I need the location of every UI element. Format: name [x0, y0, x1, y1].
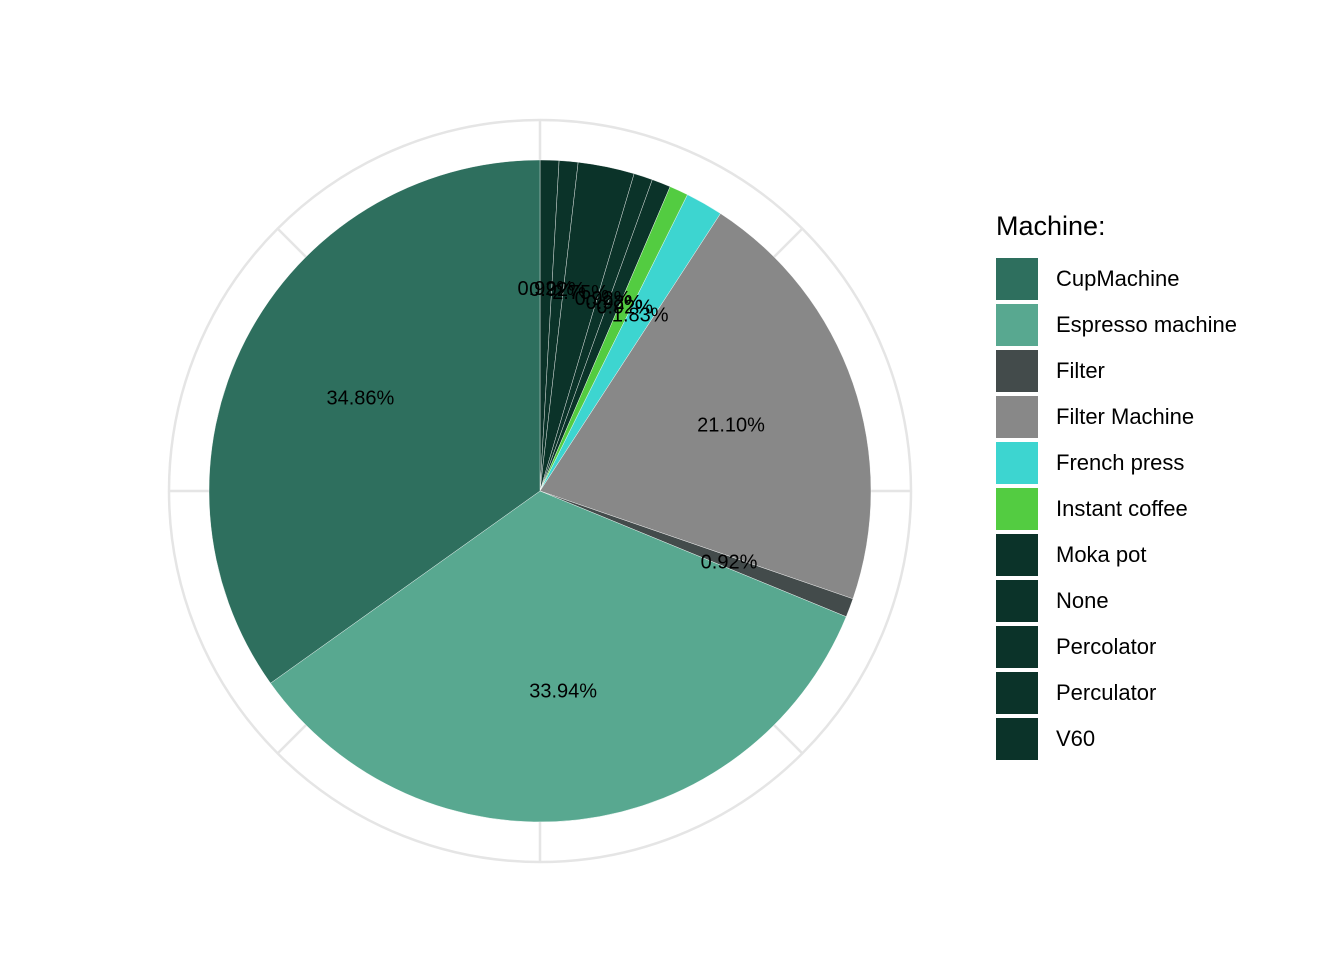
legend-key	[996, 717, 1038, 760]
legend-key	[996, 303, 1038, 346]
slice-label: 33.94%	[529, 681, 597, 703]
slice-label: 0.92%	[575, 288, 632, 310]
legend-item: Instant coffee	[996, 486, 1237, 532]
legend-key	[996, 579, 1038, 622]
legend-key	[996, 625, 1038, 668]
slice-filter-machine	[539, 213, 872, 600]
slice-label: 0.92%	[529, 279, 586, 301]
slice-label: 0.92%	[586, 292, 643, 314]
slice-labels: 0.92%0.92%2.75%0.92%0.92%0.92%1.83%21.10…	[326, 278, 765, 703]
legend-item: None	[996, 578, 1237, 624]
legend-key	[996, 257, 1038, 300]
legend-key	[996, 533, 1038, 576]
legend-item: V60	[996, 716, 1237, 762]
slice-label: 0.92%	[517, 278, 574, 300]
legend-label: Percolator	[1056, 633, 1157, 659]
legend-item: Filter	[996, 348, 1237, 394]
legend-key	[996, 349, 1038, 392]
legend-key	[996, 395, 1038, 438]
legend-item: French press	[996, 440, 1237, 486]
legend-key	[996, 441, 1038, 484]
legend-item: CupMachine	[996, 256, 1237, 302]
slice-label: 1.83%	[612, 305, 669, 327]
legend-title: Machine:	[996, 211, 1106, 241]
slice-espresso-machine	[270, 490, 847, 823]
legend-label: French press	[1056, 449, 1185, 475]
slice-label: 21.10%	[697, 414, 765, 436]
pie-slices	[208, 159, 872, 823]
legend-item: Moka pot	[996, 532, 1237, 578]
legend: Machine: CupMachine Espresso machine Filte…	[996, 211, 1237, 762]
legend-label: CupMachine	[1056, 265, 1180, 291]
slice-label: 0.92%	[596, 297, 653, 319]
slice-label: 0.92%	[701, 551, 758, 573]
legend-label: None	[1056, 587, 1109, 613]
slice-label: 2.75%	[552, 282, 609, 304]
legend-key	[996, 671, 1038, 714]
legend-key	[996, 487, 1038, 530]
slice-cupmachine	[208, 159, 541, 684]
legend-label: Filter	[1056, 357, 1105, 383]
legend-label: Instant coffee	[1056, 495, 1188, 521]
legend-label: Espresso machine	[1056, 311, 1237, 337]
legend-item: Perculator	[996, 670, 1237, 716]
legend-label: Perculator	[1056, 679, 1157, 705]
legend-item: Filter Machine	[996, 394, 1237, 440]
legend-label: Filter Machine	[1056, 403, 1195, 429]
legend-label: V60	[1056, 725, 1096, 751]
slice-label: 34.86%	[326, 388, 394, 410]
legend-label: Moka pot	[1056, 541, 1147, 567]
legend-item: Espresso machine	[996, 302, 1237, 348]
legend-items: CupMachine Espresso machine Filter Filter M…	[996, 256, 1237, 762]
legend-item: Percolator	[996, 624, 1237, 670]
